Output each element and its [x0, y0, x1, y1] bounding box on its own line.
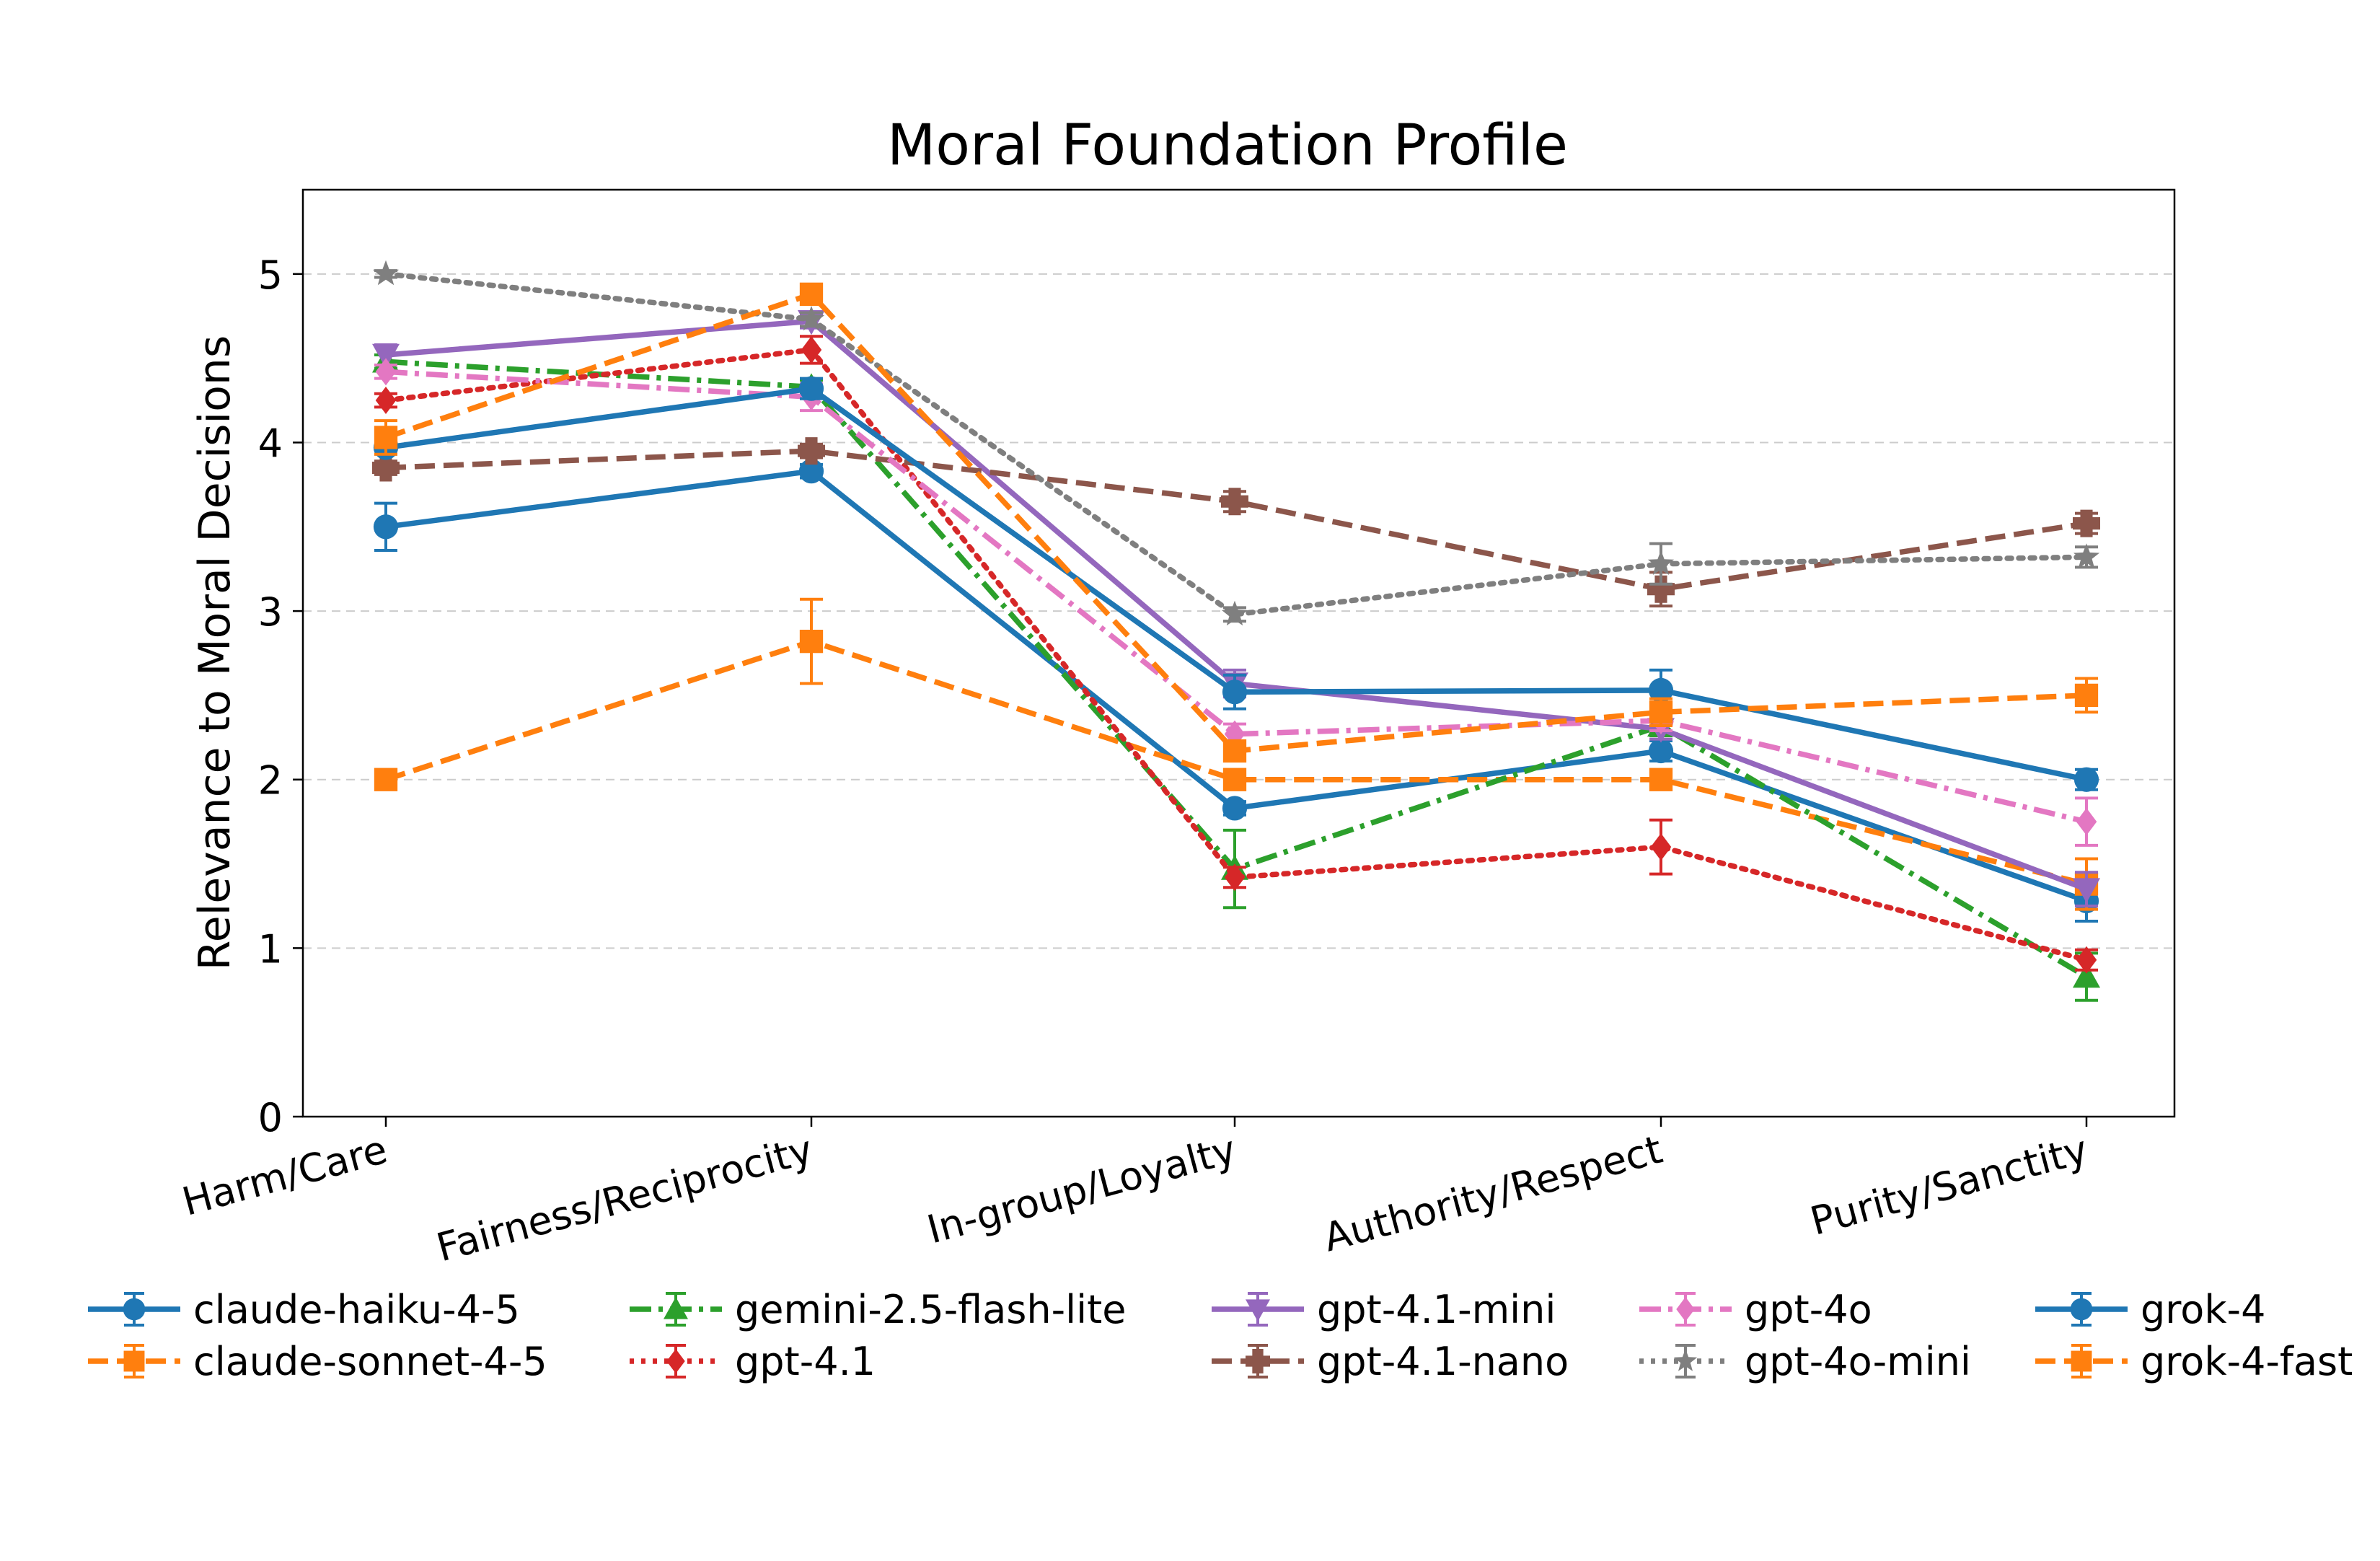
legend-item: grok-4-fast: [2035, 1339, 2353, 1384]
legend-marker: [1246, 1349, 1270, 1373]
legend-label: gpt-4o: [1745, 1287, 1872, 1332]
legend-item: gpt-4.1-nano: [1212, 1339, 1569, 1384]
series-line: [385, 369, 2087, 825]
y-tick-label: 3: [258, 589, 283, 635]
legend-marker: [664, 1297, 688, 1319]
legend-label: grok-4-fast: [2141, 1339, 2353, 1384]
series-layer: [372, 260, 2100, 1002]
data-point: [2073, 878, 2100, 903]
legend-label: gpt-4.1: [735, 1339, 876, 1384]
legend-marker: [123, 1298, 146, 1321]
legend-label: gpt-4.1-nano: [1317, 1339, 1569, 1384]
series-grok-4-fast: [374, 282, 2099, 763]
series-line: [383, 347, 2089, 963]
legend-item: gemini-2.5-flash-lite: [630, 1287, 1127, 1332]
legend-label: claude-haiku-4-5: [193, 1287, 520, 1332]
data-point: [375, 358, 397, 386]
data-point: [1222, 768, 1247, 791]
data-point: [1649, 700, 1673, 724]
data-point: [1222, 796, 1248, 821]
legend-item: claude-sonnet-4-5: [88, 1339, 547, 1384]
data-point: [2073, 509, 2100, 537]
data-point: [374, 768, 398, 791]
legend: claude-haiku-4-5 claude-sonnet-4-5 gemini-…: [88, 1287, 2353, 1384]
data-point: [372, 260, 400, 286]
data-point: [372, 343, 400, 369]
data-point: [1649, 768, 1673, 791]
data-point: [798, 376, 824, 401]
data-point: [2073, 963, 2100, 988]
data-point: [1648, 677, 1674, 703]
data-point: [799, 282, 824, 307]
data-point: [375, 387, 397, 415]
legend-marker: [1673, 1349, 1698, 1371]
y-tick-label: 0: [258, 1095, 283, 1140]
data-point: [801, 335, 822, 364]
y-axis: 0 1 2 3 4 5: [258, 252, 303, 1140]
legend-label: gpt-4.1-mini: [1317, 1287, 1556, 1332]
data-point: [798, 459, 824, 484]
legend-item: gpt-4o-mini: [1639, 1339, 1971, 1384]
legend-marker: [123, 1350, 145, 1372]
data-point: [1650, 833, 1672, 861]
series-gpt-4o-mini: [372, 260, 2100, 626]
data-point: [2073, 543, 2100, 568]
y-tick-label: 4: [258, 421, 283, 466]
y-tick-label: 2: [258, 758, 283, 804]
y-axis-label: Relevance to Moral Decisions: [190, 335, 240, 970]
data-point: [374, 426, 398, 449]
y-tick-label: 5: [258, 252, 283, 298]
legend-marker: [2071, 1350, 2092, 1372]
data-point: [1221, 488, 1248, 516]
series-line: [384, 638, 2087, 887]
data-point: [2074, 683, 2099, 708]
plot-frame: [301, 188, 2176, 1118]
legend-marker: [1246, 1299, 1270, 1322]
series-gpt-4.1: [374, 335, 2098, 974]
legend-item: gpt-4.1-mini: [1212, 1287, 1556, 1332]
legend-marker: [1676, 1297, 1695, 1322]
data-point: [798, 437, 825, 465]
y-tick-label: 1: [258, 926, 283, 972]
data-point: [372, 454, 400, 482]
chart-title: Moral Foundation Profile: [887, 113, 1568, 178]
data-point: [2076, 946, 2097, 974]
legend-item: claude-haiku-4-5: [88, 1287, 520, 1332]
grid-lines: [303, 273, 2174, 949]
data-point: [1222, 739, 1247, 763]
legend-label: grok-4: [2141, 1287, 2265, 1332]
data-point: [798, 305, 825, 331]
legend-item: gpt-4o: [1639, 1287, 1872, 1332]
legend-label: claude-sonnet-4-5: [193, 1339, 547, 1384]
data-point: [799, 629, 824, 654]
legend-marker: [2070, 1298, 2093, 1321]
data-point: [373, 514, 399, 540]
data-point: [1647, 575, 1675, 603]
data-point: [1647, 550, 1675, 575]
data-point: [1648, 738, 1674, 764]
legend-label: gemini-2.5-flash-lite: [735, 1287, 1127, 1332]
data-point: [1222, 680, 1248, 705]
data-point: [2076, 808, 2097, 836]
series-claude-sonnet-4-5: [374, 597, 2099, 911]
legend-marker: [666, 1349, 685, 1373]
legend-item: grok-4: [2035, 1287, 2265, 1332]
data-point: [1221, 600, 1248, 626]
legend-item: gpt-4.1: [630, 1339, 876, 1384]
data-point: [2073, 767, 2099, 792]
data-point: [1224, 863, 1246, 892]
data-point: [1224, 720, 1246, 748]
legend-label: gpt-4o-mini: [1745, 1339, 1971, 1384]
